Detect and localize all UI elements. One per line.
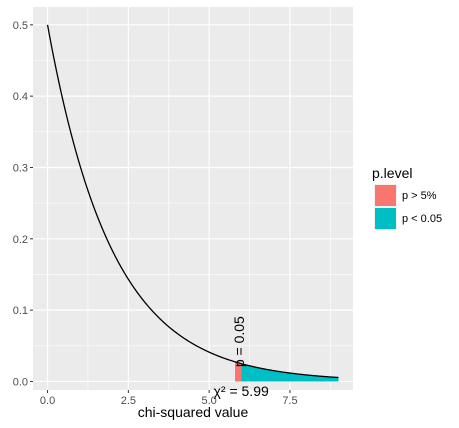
x-tick-label: 2.5 <box>121 395 136 407</box>
plot-panel <box>33 7 353 390</box>
y-tick-label: 0.1 <box>13 305 28 317</box>
critical-value-annotation: χ² = 5.99 <box>214 383 269 399</box>
x-tick-label: 7.5 <box>282 395 297 407</box>
x-axis-title: chi-squared value <box>138 404 249 420</box>
y-tick-label: 0.5 <box>13 20 28 32</box>
y-axis-ticks: 0.0 0.1 0.2 0.3 0.4 0.5 <box>13 20 33 388</box>
legend-label: p > 5% <box>402 190 437 202</box>
minor-gridlines <box>33 7 353 390</box>
legend-title: p.level <box>372 165 412 181</box>
p-value-annotation: p = 0.05 <box>231 316 247 367</box>
annotations: p = 0.05 χ² = 5.99 <box>214 316 269 399</box>
fill-region <box>235 361 242 382</box>
legend-swatch <box>375 208 396 229</box>
legend-label: p < 0.05 <box>402 213 442 225</box>
y-tick-label: 0.2 <box>13 234 28 246</box>
x-tick-label: 5.0 <box>202 395 217 407</box>
density-curve <box>46 24 339 379</box>
legend-swatch <box>375 185 396 206</box>
x-tick-label: 0.0 <box>40 395 55 407</box>
tail-regions <box>235 361 339 382</box>
y-tick-label: 0.0 <box>13 376 28 388</box>
y-tick-label: 0.4 <box>13 91 28 103</box>
fill-region <box>241 363 339 382</box>
legend: p.level p > 5% p < 0.05 <box>372 165 442 230</box>
y-tick-label: 0.3 <box>13 162 28 174</box>
x-axis-ticks: 0.0 2.5 5.0 7.5 <box>40 390 298 407</box>
